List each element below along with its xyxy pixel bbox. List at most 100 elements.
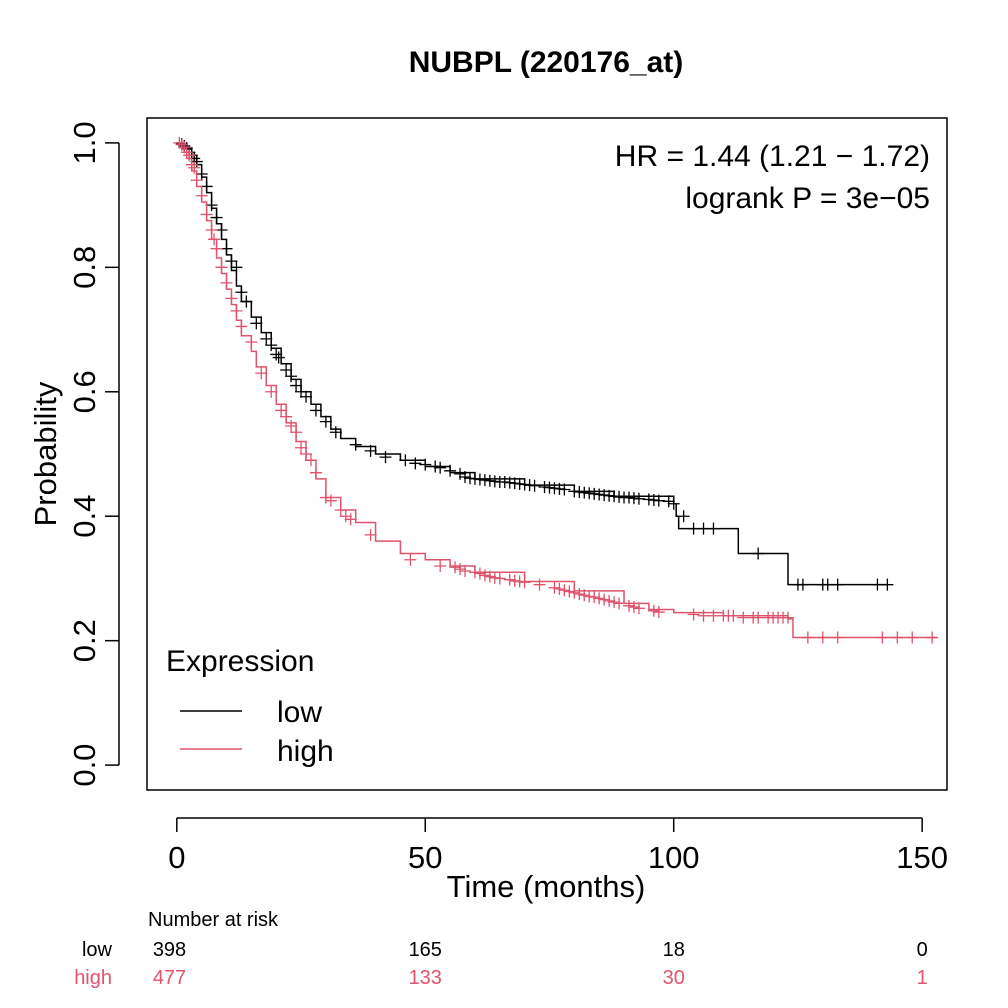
x-tick-label-100: 100 bbox=[648, 840, 700, 875]
censor-mark-low-9 bbox=[205, 199, 218, 212]
logrank-annotation: logrank P = 3e−05 bbox=[685, 182, 930, 215]
censor-mark-high-90 bbox=[926, 631, 939, 644]
curve-high bbox=[176, 142, 938, 639]
censor-mark-high-4 bbox=[183, 149, 196, 162]
censor-mark-high-23 bbox=[285, 420, 298, 432]
censor-mark-low-59 bbox=[558, 483, 571, 496]
legend-entry-low: low bbox=[277, 696, 322, 729]
risk-count-low-50: 165 bbox=[409, 939, 442, 961]
censor-mark-low-28 bbox=[319, 415, 332, 428]
legend: Expression low high bbox=[166, 645, 334, 768]
censor-mark-low-29 bbox=[329, 426, 342, 439]
risk-count-high-0: 477 bbox=[153, 967, 186, 989]
censor-mark-high-35 bbox=[404, 553, 417, 566]
censor-mark-high-54 bbox=[563, 585, 576, 598]
censor-mark-low-82 bbox=[707, 522, 720, 535]
censor-mark-high-25 bbox=[295, 441, 308, 454]
censor-mark-high-62 bbox=[603, 594, 616, 607]
censor-mark-low-6 bbox=[190, 155, 203, 168]
censor-mark-high-30 bbox=[324, 494, 337, 507]
censor-mark-high-36 bbox=[434, 560, 447, 572]
risk-count-low-100: 18 bbox=[663, 939, 685, 961]
censor-mark-low-26 bbox=[300, 390, 313, 403]
censor-mark-high-56 bbox=[573, 588, 586, 600]
censor-mark-high-26 bbox=[300, 448, 313, 460]
plot-frame bbox=[146, 117, 948, 791]
censor-mark-high-57 bbox=[578, 589, 591, 602]
censor-mark-low-35 bbox=[419, 458, 432, 471]
censor-mark-high-14 bbox=[220, 276, 233, 289]
censor-mark-high-83 bbox=[781, 611, 794, 624]
censor-mark-high-67 bbox=[632, 602, 645, 615]
censor-mark-high-11 bbox=[208, 233, 221, 246]
censor-mark-high-38 bbox=[454, 563, 467, 576]
censor-mark-high-15 bbox=[225, 292, 238, 305]
censor-mark-high-6 bbox=[188, 161, 201, 174]
censor-mark-low-30 bbox=[349, 438, 362, 451]
censor-mark-high-13 bbox=[215, 261, 228, 274]
censor-mark-low-33 bbox=[399, 454, 412, 467]
censor-mark-low-27 bbox=[309, 404, 322, 417]
censor-mark-low-20 bbox=[270, 348, 283, 361]
censor-mark-low-23 bbox=[285, 370, 298, 383]
censor-mark-high-65 bbox=[622, 599, 635, 612]
risk-row-label-high: high bbox=[74, 967, 112, 989]
censor-mark-high-31 bbox=[334, 504, 347, 516]
censor-mark-high-61 bbox=[598, 593, 611, 606]
censor-mark-high-24 bbox=[290, 426, 303, 439]
censor-mark-high-21 bbox=[275, 404, 288, 417]
censor-mark-low-85 bbox=[796, 578, 809, 591]
censor-mark-high-41 bbox=[473, 567, 486, 580]
censor-mark-low-40 bbox=[459, 471, 472, 484]
y-axis-label: Probability bbox=[28, 381, 63, 526]
y-axis: 0.0 0.2 0.4 0.6 0.8 1.0 bbox=[67, 121, 120, 787]
censor-mark-low-79 bbox=[677, 510, 690, 523]
censor-mark-low-7 bbox=[195, 168, 208, 180]
legend-entry-high: high bbox=[277, 735, 334, 768]
censor-mark-low-8 bbox=[200, 180, 213, 193]
risk-table-rows: low 398 165 18 0 high 477 133 30 1 bbox=[74, 939, 928, 989]
censor-mark-high-34 bbox=[364, 528, 377, 541]
censor-mark-high-63 bbox=[608, 596, 621, 609]
censor-mark-low-34 bbox=[409, 457, 422, 470]
censor-mark-high-66 bbox=[627, 601, 640, 614]
censor-mark-high-64 bbox=[613, 597, 626, 610]
censor-mark-low-16 bbox=[240, 295, 253, 308]
censor-mark-high-39 bbox=[459, 564, 472, 577]
censor-mark-high-3 bbox=[180, 146, 193, 159]
y-tick-label-2: 0.4 bbox=[67, 495, 102, 538]
risk-count-low-0: 398 bbox=[153, 939, 186, 961]
censor-mark-low-10 bbox=[210, 211, 223, 224]
censor-mark-high-12 bbox=[210, 242, 223, 255]
censor-mark-high-32 bbox=[339, 510, 352, 523]
censor-mark-low-88 bbox=[831, 578, 844, 591]
risk-count-high-100: 30 bbox=[663, 967, 685, 989]
censor-mark-high-1 bbox=[175, 138, 188, 151]
censor-mark-high-7 bbox=[190, 174, 203, 187]
censor-mark-low-14 bbox=[230, 261, 243, 274]
censor-mark-low-25 bbox=[295, 385, 308, 398]
risk-table-header: Number at risk bbox=[148, 909, 279, 931]
censor-mark-high-69 bbox=[652, 606, 665, 619]
x-axis: 0 50 100 150 bbox=[168, 817, 948, 875]
censor-marks-high bbox=[173, 136, 939, 644]
censor-mark-low-54 bbox=[528, 479, 541, 492]
censor-mark-high-70 bbox=[687, 608, 700, 621]
censor-mark-high-2 bbox=[178, 141, 191, 154]
censor-mark-low-90 bbox=[881, 578, 894, 591]
censor-mark-high-43 bbox=[483, 570, 496, 583]
censor-mark-low-17 bbox=[250, 317, 263, 330]
censor-mark-low-22 bbox=[280, 364, 293, 376]
censor-mark-high-68 bbox=[647, 604, 660, 617]
censor-mark-high-85 bbox=[816, 631, 829, 644]
censor-mark-low-39 bbox=[454, 467, 467, 480]
x-tick-label-0: 0 bbox=[168, 840, 185, 875]
y-tick-label-5: 1.0 bbox=[67, 121, 102, 164]
censor-mark-low-36 bbox=[429, 460, 442, 473]
censor-mark-high-45 bbox=[493, 572, 506, 585]
censor-mark-low-31 bbox=[364, 444, 377, 457]
censor-mark-high-27 bbox=[304, 454, 317, 467]
censor-mark-low-24 bbox=[290, 379, 303, 392]
censor-mark-high-5 bbox=[185, 158, 198, 171]
censor-mark-low-18 bbox=[260, 332, 273, 345]
